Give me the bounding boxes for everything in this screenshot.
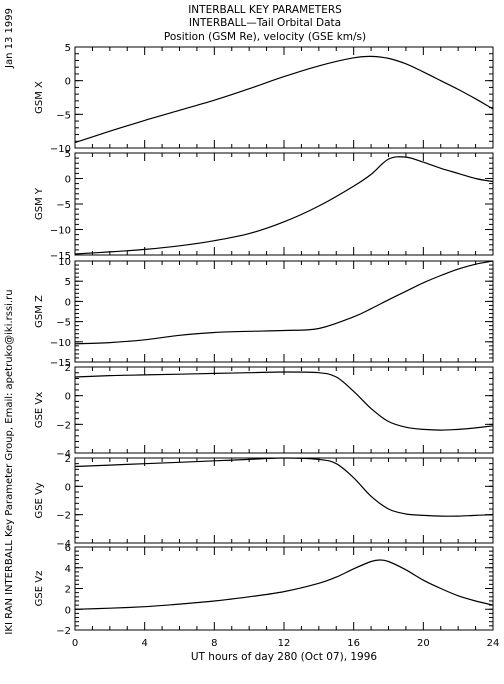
y-axis-label-gsm-x: GSM X	[34, 81, 45, 114]
x-tick-label: 20	[417, 638, 430, 649]
y-tick-label-gsm-x: 5	[65, 43, 71, 54]
y-tick-label-gsm-x: −5	[56, 110, 71, 121]
y-tick-label-gse-vz: 4	[65, 564, 71, 575]
y-tick-label-gsm-y: 0	[65, 175, 71, 186]
date-stamp: Jan 13 1999	[4, 8, 15, 69]
panel-frame-gsm-x	[74, 46, 494, 149]
y-tick-label-gse-vy: 0	[65, 482, 71, 493]
y-tick-label-gse-vz: 6	[65, 543, 71, 554]
series-line-gsm-z	[74, 260, 494, 345]
panel-frame-gsm-z	[74, 260, 494, 363]
x-tick-label: 12	[278, 638, 291, 649]
y-tick-label-gsm-z: −10	[50, 338, 71, 349]
chart-title-line3: Position (GSM Re), velocity (GSE km/s)	[164, 31, 366, 43]
y-tick-label-gsm-z: 0	[65, 297, 71, 308]
y-tick-label-gsm-y: 5	[65, 149, 71, 160]
y-tick-label-gse-vy: −2	[56, 511, 71, 522]
y-tick-label-gse-vz: −2	[56, 626, 71, 637]
x-tick-label: 24	[487, 638, 500, 649]
y-tick-label-gse-vx: −2	[56, 420, 71, 431]
x-tick-label: 0	[72, 638, 78, 649]
y-tick-label-gsm-y: −5	[56, 200, 71, 211]
panels-group: −10 −5 0 5 GSM X −15 −10 −5 0 5 GSM Y −15 −10 −5 0 5 10 G…	[34, 43, 499, 649]
y-axis-label-gsm-y: GSM Y	[34, 187, 45, 220]
y-axis-label-gse-vz: GSE Vz	[34, 571, 45, 607]
y-tick-label-gsm-z: −15	[50, 358, 71, 369]
y-tick-label-gse-vx: 2	[65, 363, 71, 374]
y-axis-label-gse-vy: GSE Vy	[34, 482, 45, 518]
y-tick-label-gsm-y: −10	[50, 226, 71, 237]
credit-line: IKI RAN INTERBALL Key Parameter Group, E…	[4, 289, 15, 634]
y-tick-label-gse-vy: −4	[56, 539, 71, 550]
panel-frame-gse-vy	[74, 457, 494, 544]
y-axis-label-gsm-z: GSM Z	[34, 295, 45, 328]
y-tick-label-gsm-x: 0	[65, 77, 71, 88]
series-line-gse-vy	[74, 457, 494, 517]
series-line-gse-vz	[74, 559, 494, 610]
chart-title-line2: INTERBALL—Tail Orbital Data	[189, 17, 341, 29]
panel-frame-gse-vx	[74, 366, 494, 454]
panel-frame-gse-vz	[74, 546, 494, 631]
series-line-gsm-y	[74, 156, 494, 255]
y-tick-label-gsm-y: −15	[50, 251, 71, 262]
y-tick-label-gse-vx: −4	[56, 449, 71, 460]
y-tick-label-gse-vz: 2	[65, 585, 71, 596]
x-tick-label: 8	[211, 638, 217, 649]
y-tick-label-gsm-z: −5	[56, 318, 71, 329]
panel-frame-gsm-y	[74, 152, 494, 256]
y-tick-label-gsm-z: 5	[65, 277, 71, 288]
x-axis-label: UT hours of day 280 (Oct 07), 1996	[191, 651, 378, 663]
x-tick-label: 16	[347, 638, 360, 649]
y-tick-label-gsm-z: 10	[58, 257, 71, 268]
y-axis-label-gse-vx: GSE Vx	[34, 392, 45, 428]
series-line-gse-vx	[74, 371, 494, 431]
y-tick-label-gse-vy: 2	[65, 454, 71, 465]
chart-title-line1: INTERBALL KEY PARAMETERS	[188, 4, 342, 16]
y-tick-label-gse-vz: 0	[65, 605, 71, 616]
x-tick-label: 4	[141, 638, 147, 649]
y-tick-label-gsm-x: −10	[50, 144, 71, 155]
y-tick-label-gse-vx: 0	[65, 392, 71, 403]
series-line-gsm-x	[74, 55, 494, 144]
